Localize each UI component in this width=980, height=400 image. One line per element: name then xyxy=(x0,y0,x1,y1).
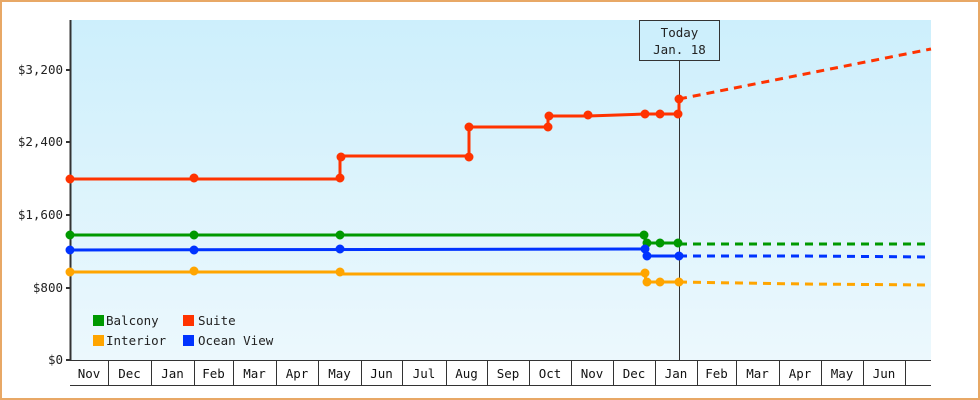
x-tick-month-label: Feb xyxy=(705,366,728,381)
today-marker: Today Jan. 18 xyxy=(639,20,720,360)
x-tick-month-label: Sep xyxy=(497,366,520,381)
series-ocean-view xyxy=(65,244,932,261)
legend-label: Ocean View xyxy=(198,333,274,348)
legend-swatch-icon xyxy=(93,335,104,346)
x-tick-month-label: Nov xyxy=(78,366,101,381)
x-tick-month-label: Apr xyxy=(286,366,309,381)
legend-label: Interior xyxy=(106,333,167,348)
legend-item-suite[interactable]: Suite xyxy=(183,313,236,328)
series-interior xyxy=(65,266,932,287)
x-tick-month-label: Mar xyxy=(243,366,266,381)
today-date: Jan. 18 xyxy=(653,42,706,57)
legend-label: Balcony xyxy=(106,313,159,328)
legend-item-interior[interactable]: Interior xyxy=(93,333,167,348)
x-tick-month-label: Jul xyxy=(413,366,436,381)
x-tick-month-label: Apr xyxy=(789,366,812,381)
x-tick-month-label: Feb xyxy=(202,366,225,381)
plot-area xyxy=(71,20,931,360)
x-tick-month-label: Nov xyxy=(581,366,604,381)
y-tick-label: $1,600 xyxy=(18,207,63,222)
legend-swatch-icon xyxy=(93,315,104,326)
y-tick-label: $800 xyxy=(33,280,63,295)
series-suite xyxy=(65,47,932,184)
legend-swatch-icon xyxy=(183,315,194,326)
x-tick-month-label: Oct xyxy=(539,366,562,381)
x-tick-month-label: Mar xyxy=(746,366,769,381)
x-tick-month-label: Jan xyxy=(161,366,184,381)
x-tick-month-label: Dec xyxy=(118,366,141,381)
x-tick-month-label: May xyxy=(831,366,854,381)
y-tick-label: $3,200 xyxy=(18,62,63,77)
x-tick-month-label: Aug xyxy=(455,366,478,381)
legend: Balcony Suite Interior Ocean View xyxy=(93,313,274,348)
y-ticks: $3,200 $2,400 $1,600 $800 $0 xyxy=(18,62,70,367)
x-tick-month-label: Jun xyxy=(873,366,896,381)
x-axis: Nov Dec Jan Feb Mar Apr May Jun Jul Aug Sep Oct Nov D… xyxy=(70,360,931,386)
legend-label: Suite xyxy=(198,313,236,328)
x-tick-month-label: Jun xyxy=(370,366,393,381)
legend-item-ocean-view[interactable]: Ocean View xyxy=(183,333,274,348)
y-tick-label: $0 xyxy=(48,352,63,367)
today-label: Today xyxy=(661,25,699,40)
series-balcony xyxy=(65,230,931,248)
legend-item-balcony[interactable]: Balcony xyxy=(93,313,159,328)
x-tick-month-label: Dec xyxy=(623,366,646,381)
legend-swatch-icon xyxy=(183,335,194,346)
x-tick-month-label: Jan xyxy=(665,366,688,381)
x-tick-month-label: May xyxy=(328,366,351,381)
y-tick-label: $2,400 xyxy=(18,134,63,149)
